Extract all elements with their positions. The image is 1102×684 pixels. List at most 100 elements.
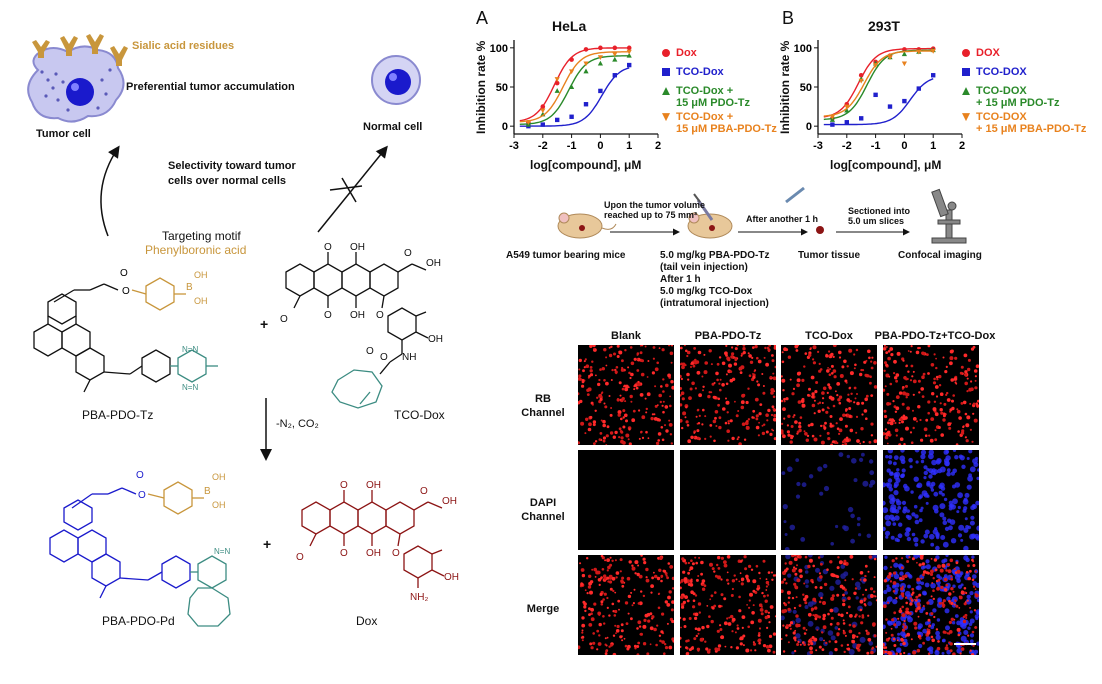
x-tick-label: -1 xyxy=(871,140,881,152)
sialic-acid-icons xyxy=(32,34,128,66)
svg-text:N=N: N=N xyxy=(182,383,198,392)
legend-b-pba-pdo-tz: TCO-DOX xyxy=(962,111,1027,123)
legend-a-dox: Dox xyxy=(662,47,697,59)
sialic-label: Sialic acid residues xyxy=(132,40,235,52)
mouse-syringe-icon xyxy=(687,193,733,239)
data-point xyxy=(583,102,589,107)
svg-text:OH: OH xyxy=(366,548,381,559)
x-tick-label: 1 xyxy=(626,140,632,152)
pba-pdo-pd-structure: O O B OH OH N=N xyxy=(49,470,231,627)
scale-bar xyxy=(954,643,976,645)
series-curve-3 xyxy=(519,51,630,123)
svg-text:OH: OH xyxy=(194,296,208,306)
micrograph-r0-c0 xyxy=(578,345,674,445)
data-point xyxy=(901,61,907,67)
col-head-combo: PBA-PDO-Tz+TCO-Dox xyxy=(874,330,996,342)
mouse-icon xyxy=(557,212,617,239)
svg-text:O: O xyxy=(380,352,388,363)
x-tick-label: 0 xyxy=(597,140,603,152)
svg-text:O: O xyxy=(376,310,384,321)
data-point xyxy=(597,60,603,66)
chart-a-xlabel: log[compound], μM xyxy=(530,158,642,172)
x-tick-label: 2 xyxy=(655,140,661,152)
data-point xyxy=(554,88,560,93)
data-point xyxy=(598,45,603,51)
col-head-tco-dox: TCO-Dox xyxy=(805,330,853,342)
mice-label: A549 tumor bearing mice xyxy=(506,250,626,261)
micrograph-r2-c3 xyxy=(883,555,979,655)
svg-text:N=N: N=N xyxy=(182,345,198,354)
series-curve-2 xyxy=(823,49,934,121)
legend-b-dox: DOX xyxy=(962,47,1000,59)
x-tick-label: 0 xyxy=(901,140,907,152)
data-point xyxy=(902,98,907,104)
step2-label: After another 1 h xyxy=(746,214,819,224)
svg-text:O: O xyxy=(404,248,412,259)
y-tick-label: 0 xyxy=(806,121,812,133)
microscope-icon xyxy=(931,188,967,244)
data-point xyxy=(916,86,921,91)
svg-text:OH: OH xyxy=(212,472,226,482)
data-point xyxy=(627,62,632,68)
svg-text:O: O xyxy=(122,286,130,297)
data-point xyxy=(858,78,864,84)
col-head-blank: Blank xyxy=(611,330,641,342)
data-point xyxy=(612,52,618,57)
dox-label: Dox xyxy=(356,614,378,628)
data-point xyxy=(554,77,560,82)
selectivity-line2: cells over normal cells xyxy=(168,175,287,187)
svg-text:NH: NH xyxy=(402,352,416,363)
micrograph-r0-c1 xyxy=(680,345,776,445)
svg-text:O: O xyxy=(366,346,374,357)
col-head-pba-pdo-tz: PBA-PDO-Tz xyxy=(694,330,762,342)
x-tick-label: -1 xyxy=(567,140,577,152)
svg-text:OH: OH xyxy=(350,242,365,253)
normal-cell-label: Normal cell xyxy=(363,121,423,133)
svg-text:O: O xyxy=(296,552,304,563)
reaction-condition: -N₂, CO₂ xyxy=(276,418,319,430)
svg-text:OH: OH xyxy=(444,572,459,583)
svg-text:OH: OH xyxy=(212,500,226,510)
tco-dox-structure: O OH O OH O O OH O OH NH O O xyxy=(280,242,443,409)
y-tick-label: 50 xyxy=(800,82,812,94)
data-point xyxy=(829,114,835,120)
series-curve-2 xyxy=(519,55,630,125)
svg-text:O: O xyxy=(280,314,288,325)
step1-line2: reached up to 75 mm³ xyxy=(604,210,698,220)
chart-b-xlabel: log[compound], μM xyxy=(830,158,942,172)
chart-a-title: HeLa xyxy=(552,18,587,34)
legend-a-pdo-tz: TCO-Dox + xyxy=(662,85,733,97)
inject-line1: 5.0 mg/kg PBA-PDO-Tz xyxy=(660,250,770,261)
scalpel-icon xyxy=(785,186,805,204)
data-point xyxy=(931,73,936,78)
data-point xyxy=(873,63,879,68)
data-point xyxy=(930,48,936,54)
inject-line5: (intratumoral injection) xyxy=(660,298,769,309)
step1-line1: Upon the tumor volume xyxy=(604,200,705,210)
x-tick-label: -2 xyxy=(538,140,548,152)
plus-1: + xyxy=(260,316,269,332)
confocal-label: Confocal imaging xyxy=(898,250,982,261)
inject-line4: 5.0 mg/kg TCO-Dox xyxy=(660,286,753,297)
micrograph-r2-c0 xyxy=(578,555,674,655)
data-point xyxy=(597,55,603,61)
data-point xyxy=(830,122,835,127)
micrograph-r2-c2 xyxy=(781,555,877,655)
row-head-dapi: DAPI Channel xyxy=(521,497,565,523)
micrograph-r1-c1 xyxy=(680,450,776,550)
svg-text:O: O xyxy=(340,480,348,491)
chart-a-plot: -3 -2 -1 0 1 2 0 50 100 xyxy=(490,40,661,152)
targeting-line1: Targeting motif xyxy=(162,229,241,243)
data-point xyxy=(612,56,618,62)
panel-b-letter: B xyxy=(782,8,795,28)
selectivity-line1: Selectivity toward tumor xyxy=(168,160,296,172)
data-point xyxy=(858,72,864,78)
series-curve-0 xyxy=(823,47,934,118)
tumor-cell-graphic xyxy=(27,34,128,123)
workflow-graphics xyxy=(557,186,967,244)
data-point xyxy=(612,73,617,78)
svg-text:OH: OH xyxy=(428,334,443,345)
svg-text:O: O xyxy=(138,490,146,501)
data-point xyxy=(916,49,922,55)
micrograph-r1-c3 xyxy=(883,450,979,550)
